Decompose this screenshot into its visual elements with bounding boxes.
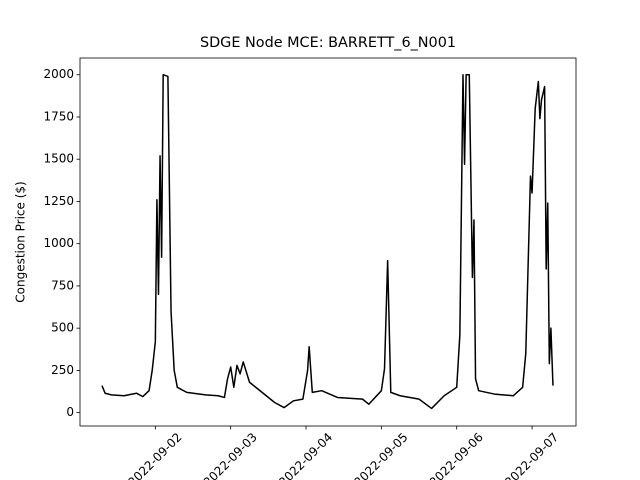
x-tick-label: 2022-09-03 bbox=[201, 430, 260, 480]
plot-frame bbox=[79, 57, 577, 427]
x-tick-label: 2022-09-07 bbox=[502, 430, 561, 480]
x-tick-label: 2022-09-05 bbox=[351, 430, 410, 480]
chart-title: SDGE Node MCE: BARRETT_6_N001 bbox=[200, 35, 456, 51]
x-tick-label: 2022-09-04 bbox=[276, 430, 335, 480]
y-tick-label: 500 bbox=[51, 321, 74, 335]
y-tick-label: 750 bbox=[51, 278, 74, 292]
x-tick-label: 2022-09-02 bbox=[125, 430, 184, 480]
x-tick-label: 2022-09-06 bbox=[427, 430, 486, 480]
price-line bbox=[101, 73, 554, 410]
y-tick-label: 1500 bbox=[43, 152, 74, 166]
y-tick-label: 1000 bbox=[43, 236, 74, 250]
y-tick-label: 250 bbox=[51, 363, 74, 377]
y-tick-label: 1750 bbox=[43, 109, 74, 123]
y-tick-label: 0 bbox=[66, 405, 74, 419]
y-tick-label: 1250 bbox=[43, 194, 74, 208]
y-axis-label: Congestion Price ($) bbox=[14, 181, 28, 302]
y-tick-label: 2000 bbox=[43, 67, 74, 81]
